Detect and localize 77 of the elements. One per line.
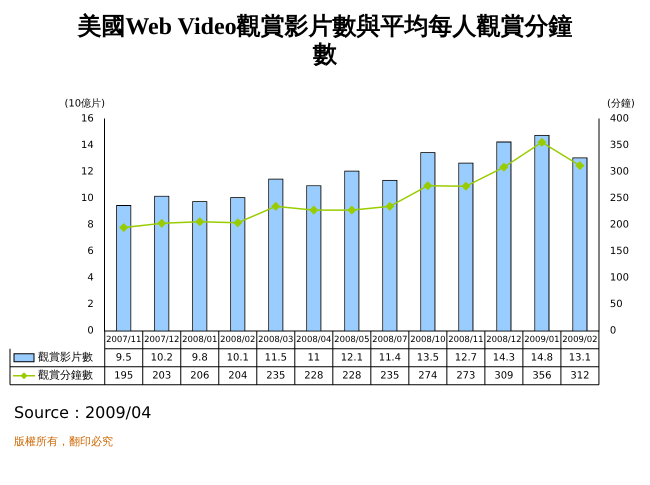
y2-tick-label: 100	[610, 272, 630, 284]
y-tick-label: 14	[80, 140, 94, 152]
chart-title: 美國Web Video觀賞影片數與平均每人觀賞分鐘數	[76, 12, 574, 70]
x-tick-label: 2008/12	[486, 335, 522, 346]
text: 版權所有，翻印必究	[14, 434, 114, 450]
data-label: 312	[570, 370, 590, 382]
y2-tick-label: 150	[610, 246, 630, 258]
y2-axis-title: (分鐘)	[607, 98, 635, 110]
point	[196, 218, 204, 226]
data-label: 206	[190, 370, 210, 382]
y2-tick-label: 300	[610, 166, 630, 178]
x-tick-label: 2007/12	[144, 335, 180, 346]
data-label: 14.8	[530, 352, 554, 364]
data-label: 195	[114, 370, 134, 382]
point	[234, 218, 242, 228]
y-tick-label: 12	[80, 166, 94, 178]
data-label: 14.3	[492, 352, 516, 364]
y-tick-label: 16	[80, 114, 94, 125]
y2-tick-label: 50	[610, 299, 623, 310]
data-label: 9.8	[192, 352, 208, 364]
x-tick-label: 2008/07	[372, 335, 408, 346]
y2-tick-label: 200	[610, 220, 630, 231]
y-tick-label: 10	[80, 193, 94, 204]
point	[272, 202, 280, 211]
y2-tick-label: 0	[610, 326, 616, 337]
data-label: 204	[228, 370, 248, 382]
legend-label: 觀賞分鐘數	[38, 368, 93, 382]
data-label: 228	[304, 370, 324, 382]
x-tick-label: 2008/01	[182, 335, 218, 346]
y2-tick-label: 400	[610, 114, 630, 125]
y-tick-label: 6	[87, 246, 94, 258]
point	[310, 206, 318, 215]
data-label: 309	[494, 370, 514, 382]
point	[462, 182, 470, 191]
data-label: 12.7	[454, 352, 477, 364]
point	[424, 182, 432, 190]
data-label: 11	[307, 352, 320, 364]
data-label: 10.2	[150, 352, 173, 364]
data-label: 11.5	[264, 352, 287, 364]
point	[386, 202, 394, 211]
x-tick-label: 2008/03	[258, 335, 294, 346]
y2-tick-label: 250	[610, 193, 630, 204]
y2-tick-label: 350	[610, 140, 630, 152]
y-tick-label: 4	[87, 272, 94, 284]
x-tick-label: 2008/02	[220, 335, 256, 346]
data-label: 203	[152, 370, 172, 382]
data-label: 228	[342, 370, 362, 382]
x-tick-label: 2009/02	[562, 335, 598, 346]
y-axis-title: (10億片)	[64, 98, 106, 110]
point	[500, 163, 508, 172]
point	[119, 223, 128, 232]
data-label: 11.4	[378, 352, 401, 364]
y-tick-label: 2	[87, 299, 94, 310]
data-label: 13.5	[416, 352, 439, 364]
data-label: 13.1	[568, 352, 592, 364]
y-tick-label: 8	[87, 220, 94, 231]
x-tick-label: 2008/10	[410, 335, 446, 346]
data-label: 235	[266, 370, 286, 382]
x-tick-label: 2008/11	[448, 335, 484, 346]
source-note: Source：2009/04	[14, 403, 152, 424]
point	[576, 162, 584, 170]
data-label: 273	[456, 370, 476, 382]
point	[538, 138, 546, 147]
x-tick-label: 2008/05	[334, 335, 370, 346]
x-tick-label: 2008/04	[296, 335, 332, 346]
y-tick-label: 0	[87, 326, 94, 337]
point	[157, 219, 166, 228]
data-label: 9.5	[116, 352, 132, 364]
data-label: 12.1	[340, 352, 363, 364]
data-label: 274	[418, 370, 438, 382]
x-tick-label: 2007/11	[106, 335, 142, 346]
data-label: 235	[380, 370, 400, 382]
data-label: 356	[532, 370, 552, 382]
x-tick-label: 2009/01	[524, 335, 560, 346]
data-label: 10.1	[226, 352, 249, 364]
point	[348, 206, 356, 215]
legend-label: 觀賞影片數	[38, 350, 93, 364]
